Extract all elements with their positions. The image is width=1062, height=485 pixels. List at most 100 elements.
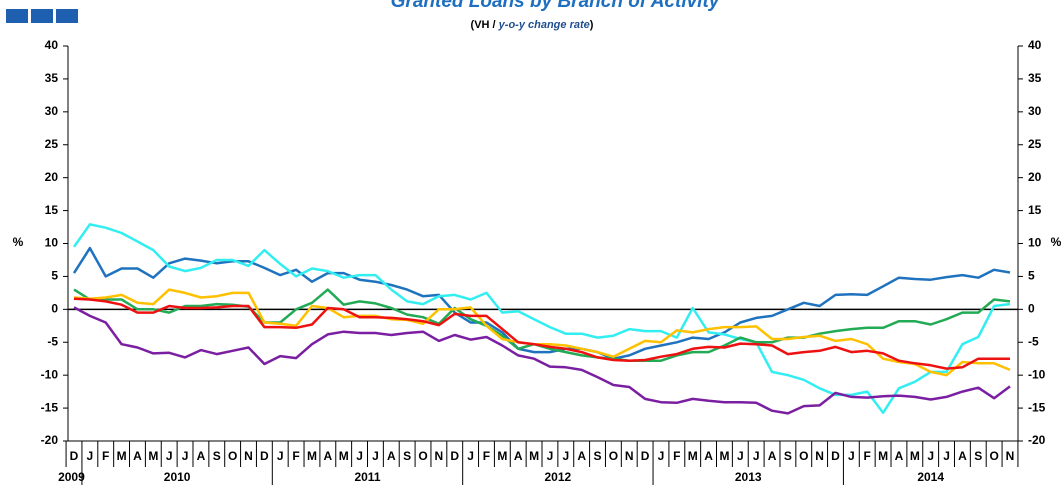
y2-tick-label: 35 — [1028, 71, 1042, 85]
x-tick-label: S — [594, 449, 602, 463]
x-tick-label: D — [641, 449, 650, 463]
x-tick-label: S — [784, 449, 792, 463]
y-tick-label: 30 — [45, 104, 59, 118]
x-tick-label: D — [260, 449, 269, 463]
x-tick-label: A — [197, 449, 206, 463]
y2-tick-label: -15 — [1028, 400, 1046, 414]
x-tick-label: O — [799, 449, 808, 463]
x-tick-label: F — [673, 449, 680, 463]
x-tick-label: M — [910, 449, 920, 463]
chart-title: Granted Loans by Branch of Activity — [391, 0, 721, 12]
x-tick-label: M — [117, 449, 127, 463]
x-tick-label: M — [719, 449, 729, 463]
x-tick-label: D — [831, 449, 840, 463]
y2-tick-label: 10 — [1028, 236, 1042, 250]
x-tick-label: F — [864, 449, 871, 463]
logo-block — [6, 9, 28, 23]
y2-tick-label: -10 — [1028, 367, 1046, 381]
x-tick-label: M — [688, 449, 698, 463]
y-tick-label: 15 — [45, 203, 59, 217]
year-label: 2013 — [735, 470, 762, 484]
x-tick-label: S — [974, 449, 982, 463]
x-tick-label: J — [467, 449, 474, 463]
x-tick-label: N — [435, 449, 444, 463]
x-tick-label: A — [514, 449, 523, 463]
x-tick-label: J — [943, 449, 950, 463]
x-tick-label: A — [577, 449, 586, 463]
y2-axis-label: % — [1051, 235, 1062, 249]
series-line — [72, 223, 1011, 414]
y2-tick-label: 30 — [1028, 104, 1042, 118]
x-tick-label: J — [848, 449, 855, 463]
year-label: 2012 — [545, 470, 572, 484]
series-line — [73, 297, 1010, 370]
x-tick-label: J — [753, 449, 760, 463]
x-tick-label: F — [292, 449, 299, 463]
x-tick-label: A — [768, 449, 777, 463]
x-tick-label: M — [339, 449, 349, 463]
series-line — [72, 246, 1011, 360]
y-axis-label: % — [13, 235, 24, 249]
y2-tick-label: 5 — [1028, 269, 1035, 283]
y-tick-label: -10 — [41, 367, 59, 381]
x-tick-label: F — [102, 449, 109, 463]
x-tick-label: F — [483, 449, 490, 463]
x-tick-label: J — [547, 449, 554, 463]
x-tick-label: O — [989, 449, 998, 463]
logo-block — [31, 9, 53, 23]
y2-tick-label: -20 — [1028, 433, 1046, 447]
year-label: 2011 — [354, 470, 380, 484]
y-tick-label: 35 — [45, 71, 59, 85]
x-tick-label: N — [625, 449, 634, 463]
y2-tick-label: 20 — [1028, 170, 1042, 184]
series-line — [73, 306, 1011, 415]
x-tick-label: O — [609, 449, 618, 463]
y-tick-label: 40 — [45, 38, 59, 52]
subtitle-part: ) — [590, 19, 594, 31]
logo-block — [56, 9, 78, 23]
x-tick-label: J — [927, 449, 934, 463]
y-tick-label: 5 — [51, 269, 58, 283]
y-tick-label: -20 — [41, 433, 59, 447]
x-tick-label: N — [244, 449, 253, 463]
y2-tick-label: -5 — [1028, 334, 1039, 348]
y2-tick-label: 25 — [1028, 137, 1042, 151]
subtitle-part: (VH / — [471, 19, 499, 31]
subtitle-part: y-o-y change rate — [498, 19, 590, 31]
x-tick-label: J — [562, 449, 569, 463]
x-tick-label: A — [895, 449, 904, 463]
x-tick-label: D — [70, 449, 79, 463]
x-tick-label: N — [1006, 449, 1015, 463]
x-tick-label: A — [704, 449, 713, 463]
x-tick-label: A — [133, 449, 142, 463]
x-tick-label: A — [387, 449, 396, 463]
x-tick-label: J — [372, 449, 379, 463]
x-tick-label: A — [323, 449, 332, 463]
series-line — [73, 288, 1011, 377]
x-tick-label: S — [213, 449, 221, 463]
y2-tick-label: 0 — [1028, 302, 1035, 316]
x-tick-label: M — [307, 449, 317, 463]
x-tick-label: D — [450, 449, 459, 463]
x-tick-label: J — [182, 449, 189, 463]
x-tick-label: O — [418, 449, 427, 463]
year-label: 2009 — [58, 470, 85, 484]
x-tick-label: N — [815, 449, 824, 463]
x-tick-label: J — [87, 449, 94, 463]
x-tick-label: J — [277, 449, 284, 463]
year-label: 2014 — [917, 470, 944, 484]
x-tick-label: M — [148, 449, 158, 463]
chart-subtitle: (VH / y-o-y change rate) — [471, 19, 594, 31]
x-tick-label: M — [529, 449, 539, 463]
y-tick-label: 20 — [45, 170, 59, 184]
y2-tick-label: 40 — [1028, 38, 1042, 52]
x-tick-label: M — [878, 449, 888, 463]
y-tick-label: -15 — [41, 400, 59, 414]
x-tick-label: J — [737, 449, 744, 463]
x-tick-label: S — [403, 449, 411, 463]
year-label: 2010 — [164, 470, 191, 484]
y-tick-label: 25 — [45, 137, 59, 151]
y-tick-label: 0 — [51, 302, 58, 316]
x-tick-label: A — [958, 449, 967, 463]
